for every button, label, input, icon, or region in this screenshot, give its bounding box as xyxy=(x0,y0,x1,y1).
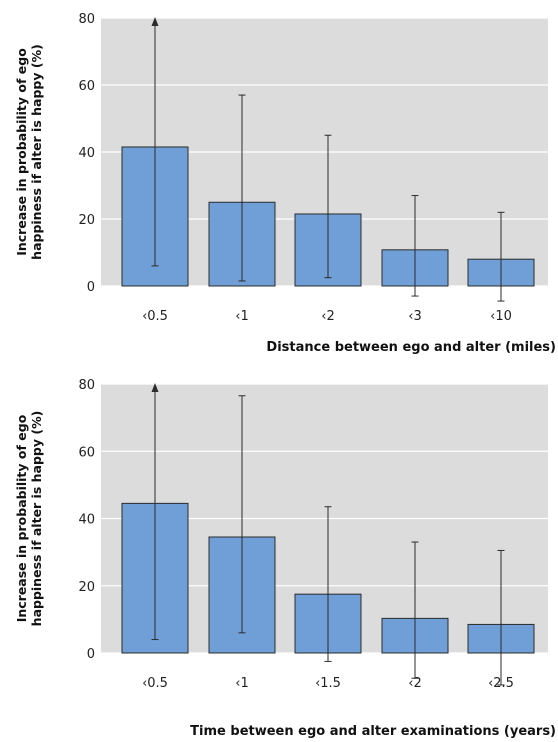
x-tick-label: ‹10 xyxy=(490,309,512,324)
error-arrow-1 xyxy=(151,17,159,26)
y-tick-label: 20 xyxy=(78,580,95,595)
y-tick-label: 40 xyxy=(78,146,95,161)
y-axis-label: Increase in probability of egohappiness … xyxy=(14,44,44,260)
y-axis-label-line-2: happiness if alter is happy (%) xyxy=(29,411,44,627)
x-axis-label: Time between ego and alter examinations … xyxy=(190,724,556,739)
y-tick-label: 0 xyxy=(87,280,95,295)
y-tick-label: 80 xyxy=(78,378,95,393)
x-tick-label: ‹1 xyxy=(235,676,248,691)
y-tick-label: 60 xyxy=(78,445,95,460)
x-tick-label: ‹1 xyxy=(235,309,248,324)
x-tick-label: ‹2 xyxy=(408,676,421,691)
y-tick-label: 40 xyxy=(78,513,95,528)
x-tick-label: ‹2.5 xyxy=(488,676,514,691)
chart-panel-2: 0 20 40 60 80 ‹0.5 ‹1 ‹1.5 ‹2 ‹2.5 Time between eg… xyxy=(14,378,556,739)
y-tick-label: 80 xyxy=(78,12,95,27)
y-tick-label: 60 xyxy=(78,79,95,94)
x-tick-label: ‹3 xyxy=(408,309,421,324)
error-arrow-1 xyxy=(151,383,159,392)
y-axis-label-line-1: Increase in probability of ego xyxy=(14,414,29,622)
x-tick-label: ‹1.5 xyxy=(315,676,341,691)
y-axis-label-line-1: Increase in probability of ego xyxy=(14,48,29,256)
chart-panel-1: 0 20 40 60 80 ‹0.5 ‹1 ‹2 ‹3 ‹10 Distance between e… xyxy=(14,12,556,355)
x-tick-label: ‹0.5 xyxy=(142,309,168,324)
y-tick-label: 20 xyxy=(78,213,95,228)
y-tick-label: 0 xyxy=(87,647,95,662)
x-axis-label: Distance between ego and alter (miles) xyxy=(266,340,556,355)
x-tick-label: ‹2 xyxy=(321,309,334,324)
x-tick-label: ‹0.5 xyxy=(142,676,168,691)
y-axis-label: Increase in probability of egohappiness … xyxy=(14,411,44,627)
y-axis-label-line-2: happiness if alter is happy (%) xyxy=(29,44,44,260)
